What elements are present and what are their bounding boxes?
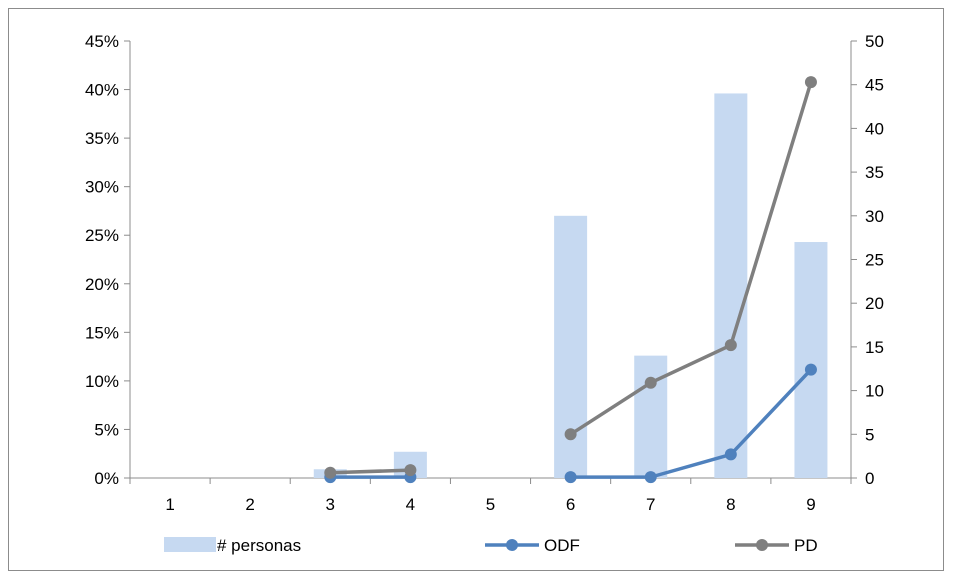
legend-label: PD <box>794 536 818 555</box>
x-axis-tick-label: 9 <box>806 495 815 514</box>
series-line <box>568 80 813 437</box>
x-axis-tick-label: 1 <box>165 495 174 514</box>
x-axis-tick-label: 6 <box>566 495 575 514</box>
legend: # personas ODF PD <box>164 536 818 555</box>
legend-label: ODF <box>544 536 580 555</box>
left-axis-tick-label: 45% <box>85 32 119 51</box>
legend-swatch <box>164 537 216 552</box>
x-axis-tick-label: 3 <box>326 495 335 514</box>
left-axis-tick-label: 5% <box>94 420 119 439</box>
data-point <box>804 76 817 89</box>
legend-marker <box>756 539 768 551</box>
data-point <box>804 363 817 376</box>
right-axis-tick-label: 45 <box>865 76 884 95</box>
chart-area <box>8 8 944 571</box>
data-point <box>564 471 577 484</box>
series-line <box>328 468 413 475</box>
right-axis-tick-label: 15 <box>865 338 884 357</box>
x-axis-tick-label: 4 <box>406 495 415 514</box>
x-axis-tick-label: 8 <box>726 495 735 514</box>
right-axis-tick-label: 40 <box>865 119 884 138</box>
right-axis-tick-label: 35 <box>865 163 884 182</box>
data-point <box>644 376 657 389</box>
legend-marker <box>506 539 518 551</box>
x-axis-tick-label: 5 <box>486 495 495 514</box>
x-axis-tick-label: 7 <box>646 495 655 514</box>
right-axis-tick-label: 50 <box>865 32 884 51</box>
data-point <box>644 471 657 484</box>
line-series <box>324 76 817 484</box>
left-axis-tick-label: 30% <box>85 178 119 197</box>
data-point <box>564 428 577 441</box>
left-axis-tick-label: 35% <box>85 129 119 148</box>
bar <box>714 93 748 478</box>
bar <box>794 242 828 478</box>
legend-label: # personas <box>217 536 301 555</box>
right-axis-tick-label: 20 <box>865 294 884 313</box>
left-axis-tick-label: 40% <box>85 81 119 100</box>
data-point <box>724 448 737 461</box>
right-axis-tick-label: 25 <box>865 251 884 270</box>
right-axis-tick-label: 10 <box>865 382 884 401</box>
data-point <box>724 339 737 352</box>
left-axis-tick-label: 0% <box>94 469 119 488</box>
axes: 0%5%10%15%20%25%30%35%40%45%051015202530… <box>85 32 884 514</box>
right-axis-tick-label: 30 <box>865 207 884 226</box>
bar <box>634 355 668 478</box>
data-point <box>324 466 337 479</box>
right-axis-tick-label: 0 <box>865 469 874 488</box>
left-axis-tick-label: 10% <box>85 372 119 391</box>
left-axis-tick-label: 15% <box>85 323 119 342</box>
x-axis-tick-label: 2 <box>245 495 254 514</box>
left-axis-tick-label: 25% <box>85 226 119 245</box>
left-axis-tick-label: 20% <box>85 275 119 294</box>
series-line <box>568 367 813 479</box>
right-axis-tick-label: 5 <box>865 425 874 444</box>
data-point <box>404 464 417 477</box>
